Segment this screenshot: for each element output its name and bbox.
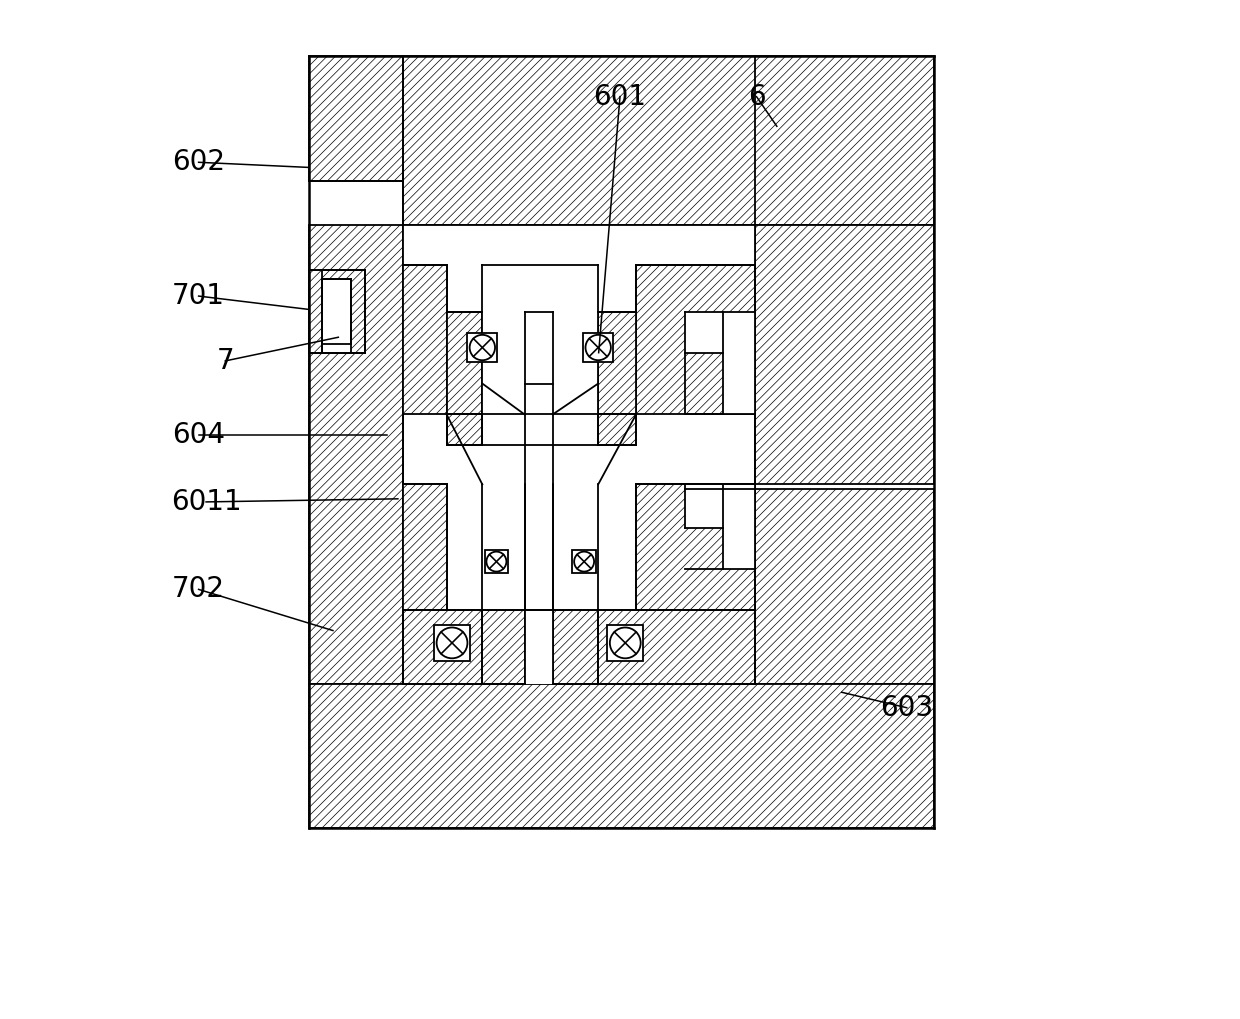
Polygon shape (482, 610, 525, 684)
Polygon shape (684, 484, 755, 569)
Polygon shape (403, 610, 482, 684)
Polygon shape (684, 312, 755, 415)
Text: 601: 601 (594, 83, 646, 111)
Polygon shape (598, 312, 636, 415)
Polygon shape (446, 415, 636, 445)
Polygon shape (598, 610, 755, 684)
Bar (525, 484, 553, 684)
Text: 701: 701 (172, 282, 226, 310)
Bar (485, 550, 508, 574)
Polygon shape (403, 484, 446, 610)
Polygon shape (403, 265, 446, 415)
Text: 6011: 6011 (171, 488, 242, 516)
Bar (434, 625, 470, 661)
Text: 7: 7 (217, 346, 234, 375)
Bar (467, 332, 497, 363)
Text: 604: 604 (172, 421, 226, 449)
Polygon shape (309, 56, 403, 180)
Text: 702: 702 (172, 576, 226, 603)
Bar (403, 484, 755, 610)
Bar (583, 332, 613, 363)
Text: 6: 6 (748, 83, 765, 111)
Polygon shape (636, 265, 755, 415)
Polygon shape (755, 225, 934, 484)
Polygon shape (755, 488, 934, 684)
Polygon shape (309, 225, 403, 684)
Text: 603: 603 (880, 694, 934, 721)
Bar (322, 278, 351, 353)
Polygon shape (403, 56, 934, 225)
Polygon shape (636, 484, 755, 610)
Bar (573, 550, 596, 574)
Polygon shape (309, 270, 366, 353)
Polygon shape (553, 610, 598, 684)
Bar (403, 225, 755, 415)
Bar (608, 625, 644, 661)
Polygon shape (446, 312, 482, 415)
Bar (482, 265, 598, 445)
Polygon shape (309, 684, 934, 828)
Text: 602: 602 (172, 149, 226, 176)
